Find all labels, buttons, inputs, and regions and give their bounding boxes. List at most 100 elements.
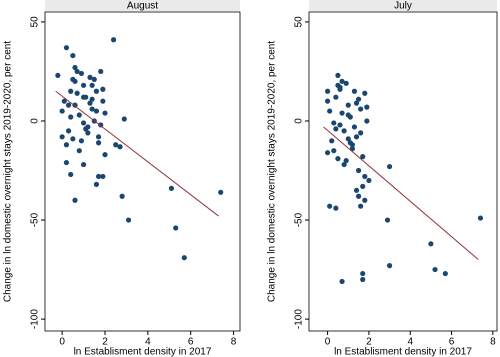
- point: [353, 134, 360, 140]
- point: [70, 52, 76, 59]
- point: [339, 110, 345, 116]
- point: [72, 78, 78, 84]
- point: [100, 98, 106, 104]
- point: [93, 108, 100, 114]
- point: [89, 106, 95, 112]
- point: [218, 189, 224, 195]
- point: [59, 134, 65, 140]
- y-tick-label: -100: [30, 309, 41, 329]
- point: [89, 96, 95, 102]
- point: [181, 255, 187, 261]
- point: [329, 138, 335, 144]
- point: [85, 130, 91, 136]
- point: [87, 74, 93, 80]
- x-tick-label: 0: [325, 337, 331, 348]
- point: [68, 114, 74, 120]
- point: [117, 144, 123, 150]
- point: [72, 197, 78, 203]
- point: [351, 88, 358, 94]
- point: [345, 102, 351, 108]
- point: [59, 108, 65, 114]
- point: [83, 126, 89, 132]
- x-axis-label: ln Establisment density in 2017: [74, 347, 212, 357]
- point: [327, 203, 333, 209]
- point: [55, 72, 61, 79]
- point: [113, 142, 119, 148]
- point: [63, 45, 70, 51]
- point: [428, 241, 434, 247]
- y-tick-label: 50: [30, 16, 41, 28]
- point: [339, 278, 345, 285]
- x-axis-label: ln Establisment density in 2017: [334, 347, 472, 357]
- point: [102, 110, 108, 116]
- point: [355, 96, 362, 102]
- point: [335, 72, 341, 79]
- point: [80, 120, 87, 126]
- point: [121, 116, 127, 122]
- x-tick-label: 2: [366, 337, 372, 348]
- point: [364, 104, 370, 110]
- y-axis-label: Change in ln domestic overnight stays 20…: [3, 41, 14, 302]
- point: [343, 80, 349, 86]
- x-tick-label: 6: [449, 337, 455, 348]
- point: [333, 126, 339, 132]
- point: [339, 78, 345, 84]
- point: [93, 88, 100, 94]
- point: [364, 118, 370, 124]
- point: [74, 90, 80, 96]
- point: [324, 150, 331, 156]
- point: [95, 140, 102, 146]
- point: [63, 142, 70, 148]
- point: [347, 140, 353, 146]
- point: [168, 185, 175, 191]
- point: [341, 161, 347, 168]
- point: [333, 205, 339, 211]
- point: [78, 70, 85, 77]
- point: [95, 173, 102, 180]
- point: [345, 136, 351, 142]
- point: [80, 161, 87, 168]
- point: [95, 134, 102, 140]
- point: [362, 197, 368, 203]
- point: [65, 128, 72, 134]
- point: [333, 94, 339, 100]
- point: [87, 100, 93, 106]
- point: [362, 90, 368, 96]
- plot-frame: [44, 11, 241, 332]
- point: [74, 68, 80, 75]
- y-axis-label: Change in ln domestic overnight stays 20…: [267, 41, 278, 302]
- point: [343, 158, 349, 164]
- point: [68, 88, 74, 94]
- point: [335, 156, 341, 162]
- point: [324, 98, 331, 104]
- point: [337, 84, 343, 90]
- point: [360, 270, 366, 277]
- plot-frame: [308, 11, 498, 332]
- y-tick-label: -50: [294, 212, 305, 227]
- point: [76, 148, 82, 154]
- point: [91, 76, 97, 82]
- point: [324, 88, 331, 94]
- point: [360, 183, 366, 189]
- point: [78, 138, 85, 144]
- point: [100, 173, 106, 180]
- point: [360, 154, 366, 160]
- point: [76, 112, 82, 118]
- point: [362, 173, 368, 180]
- point: [89, 82, 95, 88]
- title-strip: [309, 0, 497, 11]
- point: [331, 148, 337, 154]
- panel-title: July: [394, 1, 412, 12]
- point: [337, 122, 343, 128]
- point: [68, 171, 74, 178]
- x-tick-label: 0: [59, 337, 65, 348]
- point: [351, 124, 358, 130]
- point: [119, 193, 125, 199]
- point: [360, 276, 366, 283]
- y-tick-label: 50: [294, 16, 305, 28]
- fit-line: [55, 90, 219, 217]
- point: [100, 86, 106, 92]
- point: [366, 177, 372, 184]
